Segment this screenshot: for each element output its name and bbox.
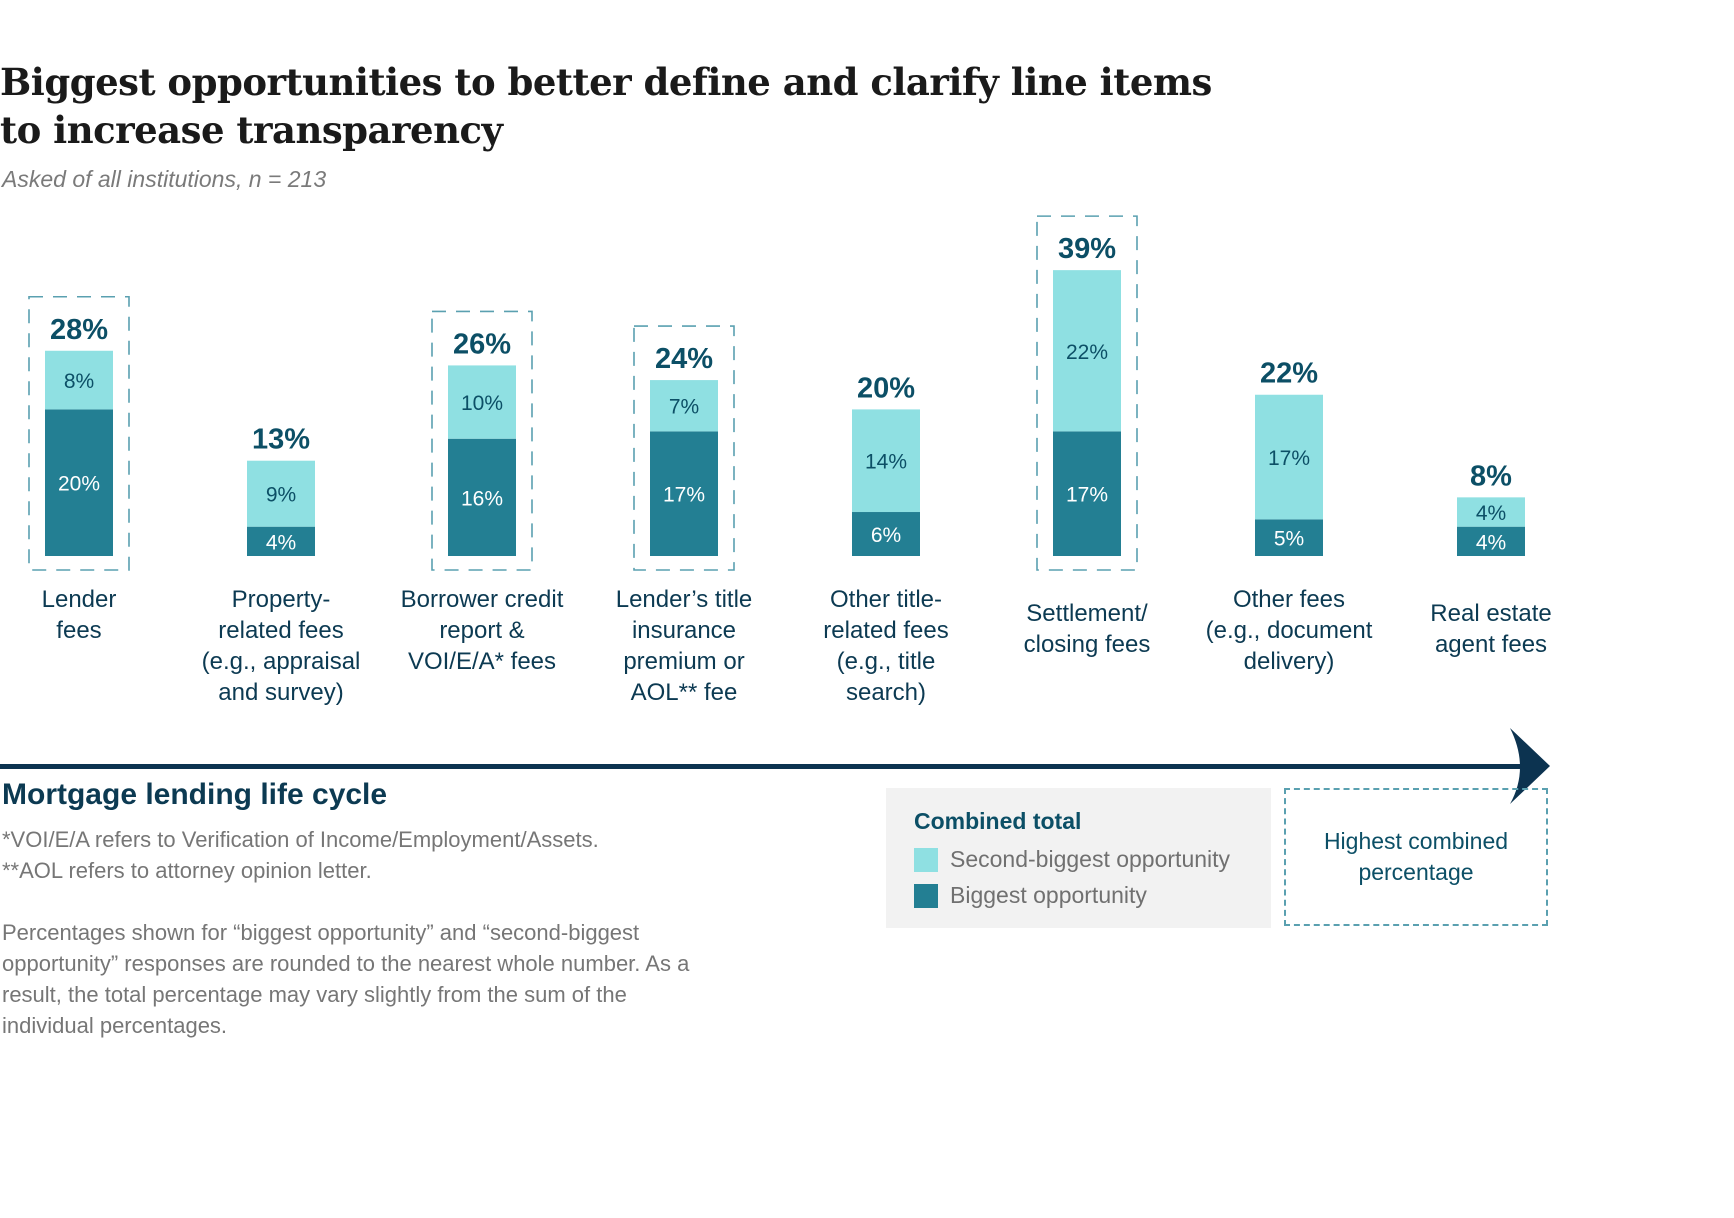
bar-second-biggest-opportunity (45, 350, 113, 410)
bar-biggest-opportunity (1255, 519, 1323, 556)
bar-second-biggest-opportunity (1255, 394, 1323, 520)
legend-label: Biggest opportunity (950, 882, 1147, 908)
bar-biggest-opportunity (45, 409, 113, 556)
highlight-dashed-box (431, 310, 533, 571)
category-label: Real estate agent fees (1430, 600, 1552, 658)
data-label-second-biggest: 7% (669, 396, 699, 419)
category-label: Settlement/ closing fees (1023, 600, 1151, 658)
data-label-biggest: 4% (1476, 531, 1506, 554)
category-label: Other title- related fees (e.g., title s… (823, 586, 949, 706)
bar-second-biggest-opportunity (247, 460, 315, 527)
chart-title: Biggest opportunities to better define a… (0, 58, 1300, 154)
data-label-second-biggest: 14% (865, 451, 907, 474)
category-label: Other fees (e.g., document delivery) (1205, 586, 1373, 675)
legend-highlight-key: Highest combined percentage (1284, 788, 1548, 926)
bar-second-biggest-opportunity (650, 380, 718, 432)
data-label-biggest: 5% (1274, 528, 1304, 551)
data-label-second-biggest: 22% (1066, 341, 1108, 364)
arrow-right-icon (1510, 728, 1550, 804)
legend-swatch-biggest (914, 883, 938, 908)
data-label-biggest: 20% (58, 473, 100, 496)
data-label-total: 20% (857, 372, 915, 404)
stacked-bar-chart: 20% 8% 28% 4% 9% 13% 16% 10% 26% 17% 7% 24% 6% 14% 20%… (28, 215, 1525, 571)
legend-title: Combined total (914, 808, 1082, 834)
data-label-biggest: 16% (461, 487, 503, 510)
legend-label: Second-biggest opportunity (950, 846, 1231, 872)
chart-subtitle: Asked of all institutions, n = 213 (2, 166, 327, 192)
rounding-note: Percentages shown for “biggest opportuni… (2, 920, 690, 1038)
bar-biggest-opportunity (247, 526, 315, 556)
bar-second-biggest-opportunity (448, 365, 516, 439)
category-label: Borrower credit report & VOI/E/A* fees (400, 586, 564, 675)
data-label-total: 26% (453, 328, 511, 360)
category-label: Property- related fees (e.g., appraisal … (201, 586, 361, 706)
bar-biggest-opportunity (1053, 431, 1121, 556)
data-label-total: 22% (1260, 358, 1318, 390)
bar-biggest-opportunity (650, 431, 718, 556)
data-label-second-biggest: 9% (266, 484, 296, 507)
data-label-second-biggest: 17% (1268, 447, 1310, 470)
data-label-biggest: 6% (871, 524, 901, 547)
bar-second-biggest-opportunity (1457, 497, 1525, 527)
data-label-biggest: 17% (1066, 484, 1108, 507)
legend-highlight-label: Highest combined percentage (1323, 828, 1509, 885)
bar-biggest-opportunity (1457, 526, 1525, 556)
category-label: Lender fees (41, 586, 117, 644)
bar-second-biggest-opportunity (1053, 270, 1121, 432)
bar-biggest-opportunity (852, 512, 920, 556)
legend-item-biggest: Biggest opportunity (914, 882, 1147, 909)
legend: Combined total Second-biggest opportunit… (886, 788, 1271, 928)
data-label-second-biggest: 4% (1476, 502, 1506, 525)
data-label-total: 28% (50, 314, 108, 346)
category-label: Lender’s title insurance premium or AOL*… (615, 586, 753, 706)
legend-item-second-biggest: Second-biggest opportunity (914, 846, 1230, 873)
highlight-dashed-box (28, 295, 130, 571)
highlight-dashed-box (1036, 215, 1138, 571)
axis-title: Mortgage lending life cycle (2, 778, 388, 811)
footnote-voiea: *VOI/E/A refers to Verification of Incom… (2, 827, 599, 852)
data-label-second-biggest: 10% (461, 392, 503, 415)
life-cycle-axis-line (0, 764, 1520, 769)
highlight-dashed-box (633, 325, 735, 571)
footnote-aol: **AOL refers to attorney opinion letter. (2, 858, 372, 883)
bar-second-biggest-opportunity (852, 409, 920, 513)
data-label-total: 13% (252, 424, 310, 456)
chart-title-line-2: to increase transparency (0, 108, 503, 152)
data-label-biggest: 4% (266, 531, 296, 554)
legend-swatch-second-biggest (914, 847, 938, 872)
data-label-biggest: 17% (663, 484, 705, 507)
data-label-second-biggest: 8% (64, 370, 94, 393)
bar-biggest-opportunity (448, 438, 516, 556)
data-label-total: 24% (655, 343, 713, 375)
data-label-total: 39% (1058, 233, 1116, 265)
chart-title-line-1: Biggest opportunities to better define a… (0, 60, 1212, 104)
data-label-total: 8% (1470, 460, 1512, 492)
